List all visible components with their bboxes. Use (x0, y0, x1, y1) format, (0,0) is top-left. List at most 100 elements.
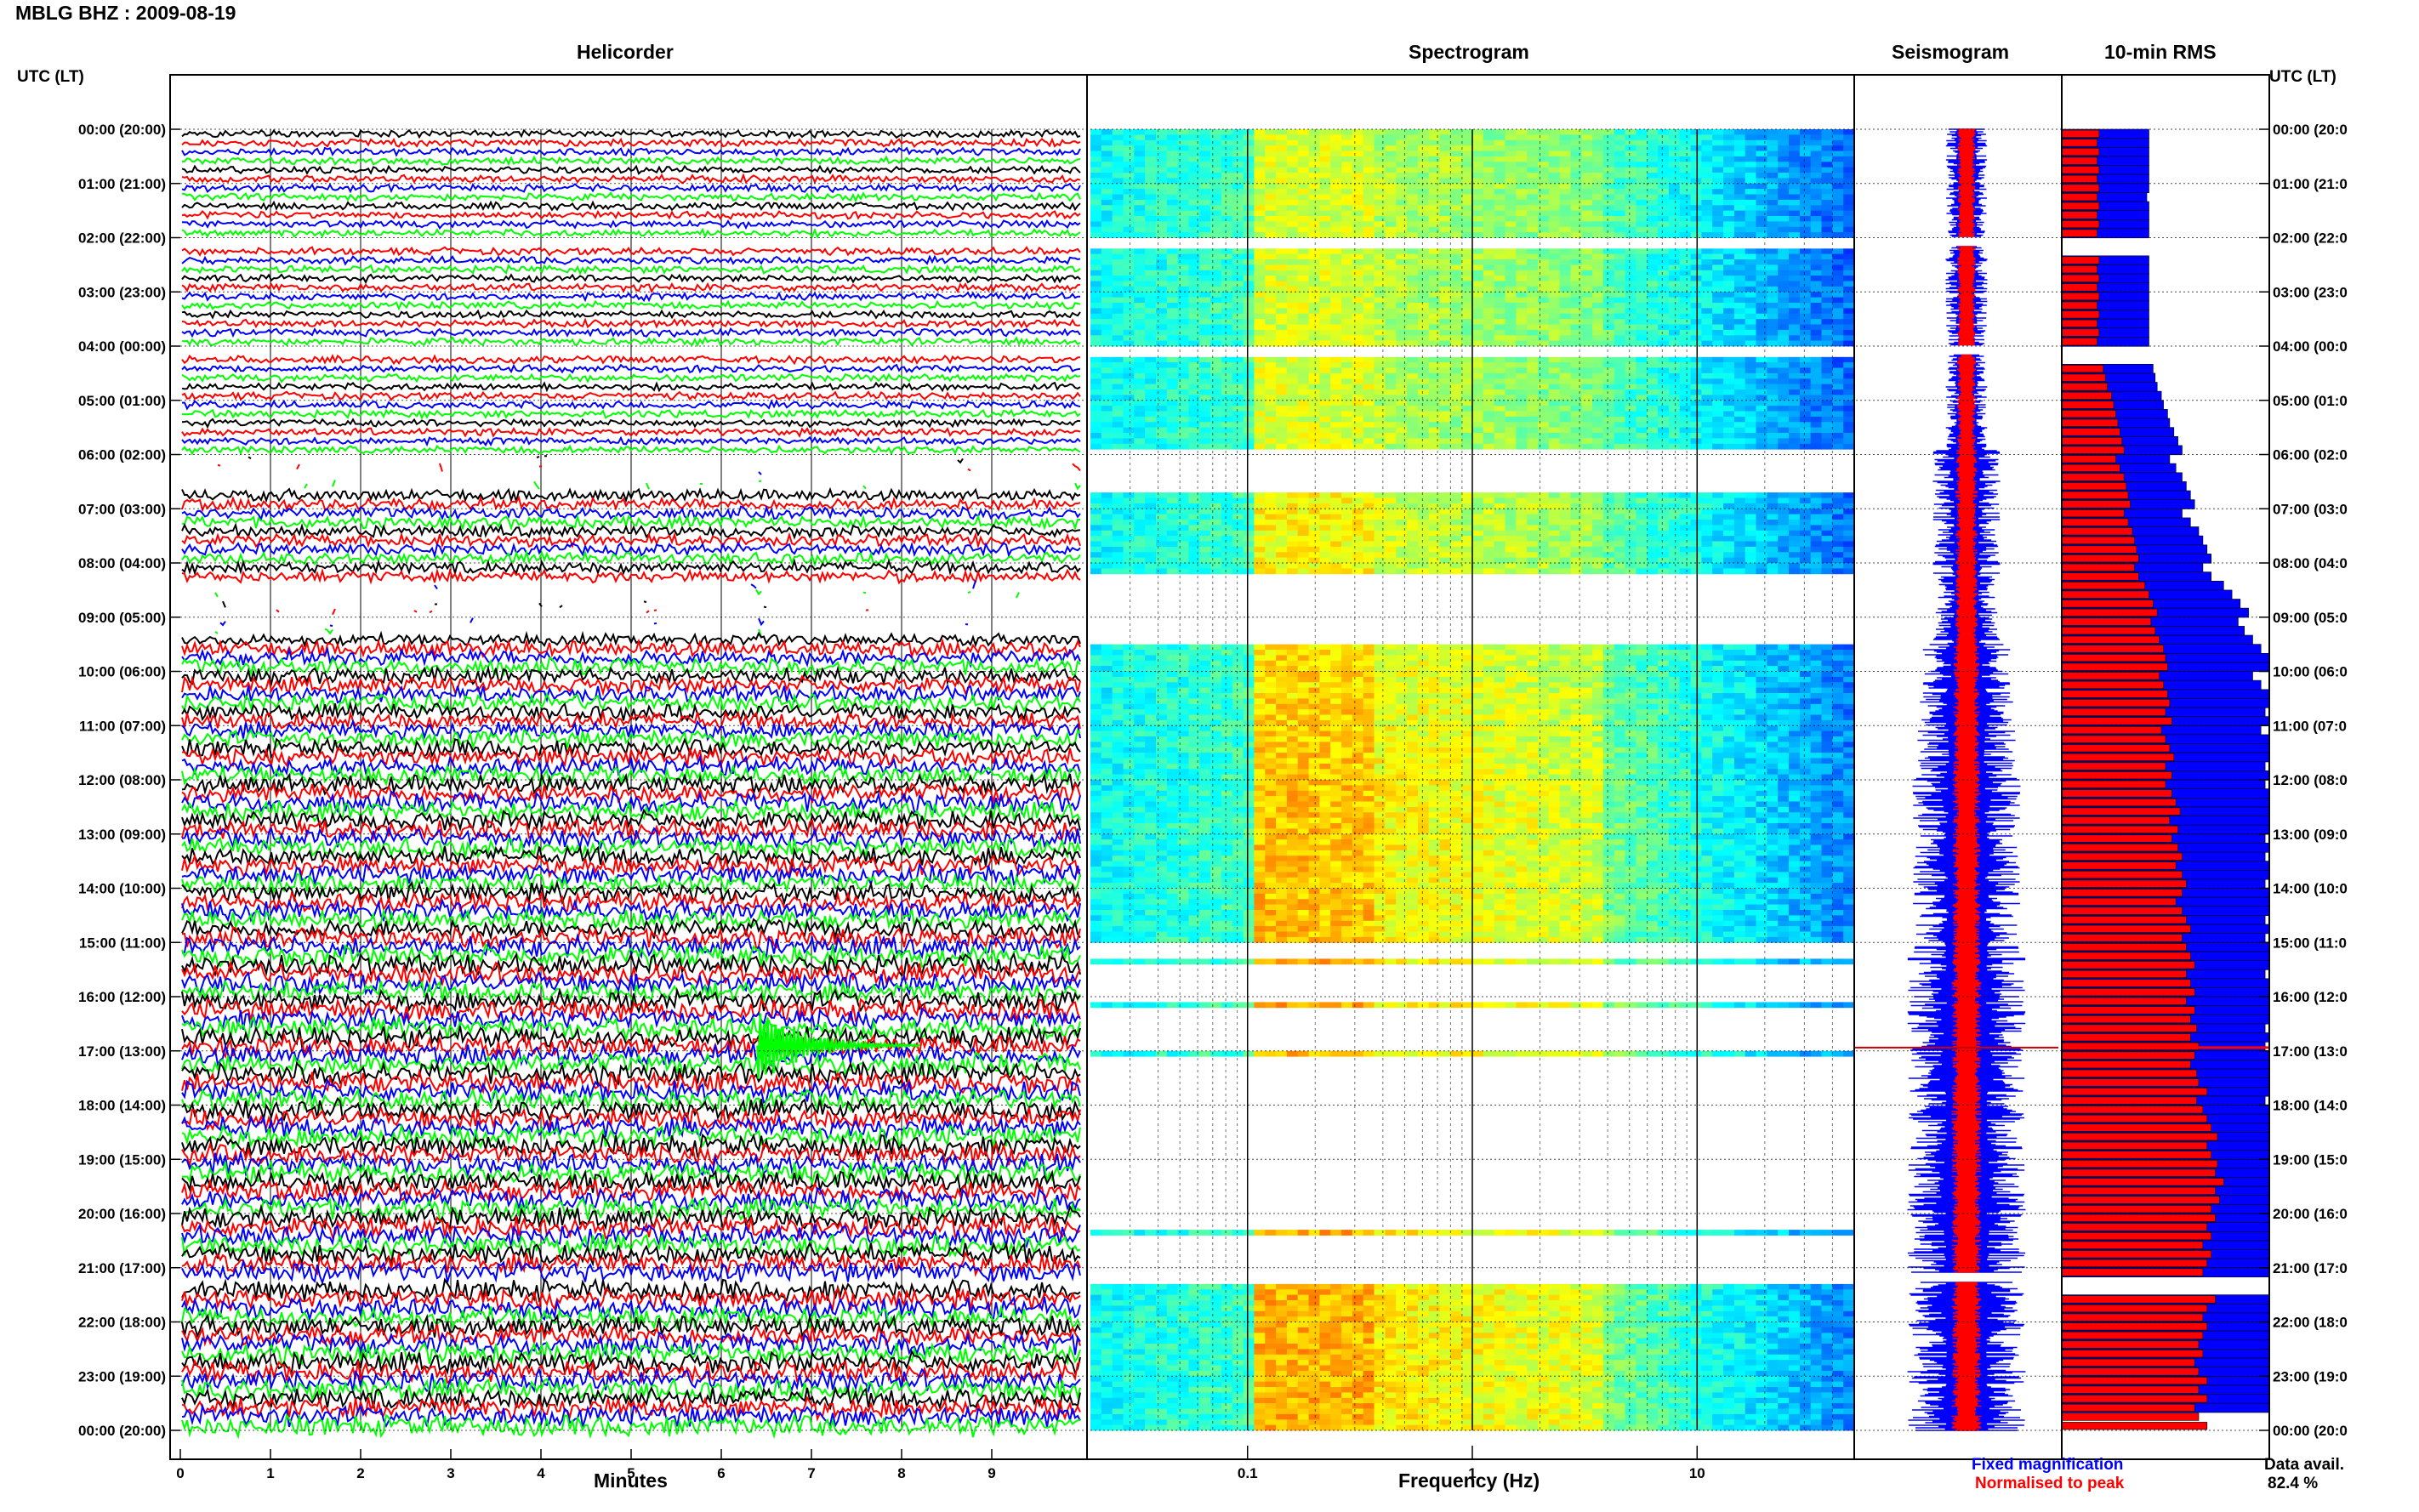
spectrogram-cell (1799, 546, 1812, 553)
spectrogram-cell (1199, 276, 1211, 281)
spectrogram-cell (1254, 216, 1266, 222)
spectrogram-cell (1483, 216, 1495, 222)
spectrogram-cell (1799, 329, 1812, 336)
spectrogram-cell (1297, 514, 1310, 520)
spectrogram-cell (1166, 281, 1179, 287)
spectrogram-cell (1199, 194, 1211, 201)
spectrogram-cell (1505, 194, 1517, 201)
spectrogram-cell (1199, 292, 1211, 298)
spectrogram-cell (1494, 281, 1506, 287)
spectrogram-cell (1385, 509, 1397, 515)
spectrogram-cell (1188, 389, 1200, 395)
spectrogram-cell (1843, 226, 1855, 233)
spectrogram-cell (1090, 259, 1102, 265)
spectrogram-cell (1330, 183, 1342, 190)
spectrogram-cell (1712, 199, 1724, 206)
spectrogram-cell (1385, 546, 1397, 553)
spectrogram-cell (1733, 443, 1746, 450)
spectrogram-cell (1177, 530, 1189, 537)
spectrogram-cell (1690, 557, 1702, 564)
spectrogram-cell (1789, 292, 1801, 298)
spectrogram-cell (1461, 356, 1473, 363)
spectrogram-cell (1450, 210, 1462, 217)
spectrogram-cell (1494, 205, 1506, 212)
spectrogram-cell (1614, 199, 1626, 206)
spectrogram-cell (1450, 183, 1462, 190)
spectrogram-cell (1265, 546, 1277, 553)
spectrogram-cell (1505, 335, 1517, 342)
spectrogram-cell (1756, 340, 1767, 347)
spectrogram-cell (1156, 167, 1168, 173)
spectrogram-cell (1428, 329, 1441, 336)
spectrogram-cell (1254, 183, 1266, 190)
spectrogram-cell (1570, 151, 1582, 157)
spectrogram-cell (1276, 270, 1288, 276)
spectrogram-cell (1417, 199, 1430, 206)
spectrogram-cell (1385, 427, 1397, 434)
spectrogram-cell (1701, 253, 1713, 260)
spectrogram-cell (1614, 367, 1626, 374)
spectrogram-cell (1297, 226, 1310, 233)
spectrogram-cell (1352, 530, 1364, 537)
spectrogram-cell (1439, 329, 1451, 336)
spectrogram-cell (1756, 292, 1767, 298)
spectrogram-cell (1614, 151, 1626, 157)
spectrogram-cell (1701, 216, 1713, 222)
spectrogram-cell (1166, 389, 1179, 395)
spectrogram-cell (1221, 335, 1233, 342)
spectrogram-cell (1221, 416, 1233, 423)
spectrogram-cell (1668, 145, 1681, 151)
spectrogram-cell (1101, 372, 1113, 379)
spectrogram-cell (1625, 253, 1636, 260)
spectrogram-cell (1690, 340, 1702, 347)
spectrogram-cell (1374, 438, 1386, 445)
spectrogram-cell (1516, 189, 1528, 195)
spectrogram-cell (1690, 151, 1702, 157)
spectrogram-cell (1461, 541, 1473, 548)
spectrogram-cell (1265, 303, 1277, 309)
spectrogram-cell (1733, 400, 1746, 406)
spectrogram-cell (1723, 308, 1735, 315)
spectrogram-cell (1701, 221, 1713, 228)
spectrogram-cell (1319, 329, 1331, 336)
spectrogram-cell (1767, 145, 1779, 151)
spectrogram-cell (1658, 503, 1670, 509)
spectrogram-cell (1428, 173, 1441, 179)
spectrogram-cell (1265, 167, 1277, 173)
spectrogram-cell (1516, 134, 1528, 141)
spectrogram-cell (1319, 557, 1331, 564)
spectrogram-cell (1210, 253, 1222, 260)
spectrogram-cell (1472, 367, 1484, 374)
spectrogram-cell (1789, 178, 1801, 185)
spectrogram-cell (1789, 530, 1801, 537)
spectrogram-cell (1297, 389, 1310, 395)
spectrogram-cell (1352, 552, 1364, 559)
spectrogram-cell (1538, 194, 1550, 201)
spectrogram-cell (1265, 433, 1277, 439)
spectrogram-cell (1166, 248, 1179, 255)
spectrogram-cell (1767, 281, 1779, 287)
seismogram-title: Seismogram (1892, 41, 2010, 63)
spectrogram-cell (1396, 134, 1408, 141)
spectrogram-cell (1396, 129, 1408, 135)
spectrogram-cell (1243, 248, 1255, 255)
spectrogram-cell (1330, 389, 1342, 395)
spectrogram-cell (1614, 329, 1626, 336)
spectrogram-cell (1232, 514, 1244, 520)
spectrogram-cell (1733, 183, 1746, 190)
spectrogram-cell (1385, 340, 1397, 347)
spectrogram-cell (1265, 422, 1277, 429)
spectrogram-cell (1767, 221, 1779, 228)
spectrogram-cell (1548, 173, 1561, 179)
spectrogram-cell (1232, 406, 1244, 412)
spectrogram-cell (1516, 162, 1528, 168)
spectrogram-cell (1101, 173, 1113, 179)
spectrogram-cell (1352, 162, 1364, 168)
spectrogram-cell (1602, 286, 1615, 293)
spectrogram-cell (1428, 514, 1441, 520)
spectrogram-cell (1090, 151, 1102, 157)
spectrogram-cell (1210, 411, 1222, 418)
spectrogram-cell (1767, 189, 1779, 195)
spectrogram-cell (1745, 319, 1757, 325)
spectrogram-cell (1210, 308, 1222, 315)
